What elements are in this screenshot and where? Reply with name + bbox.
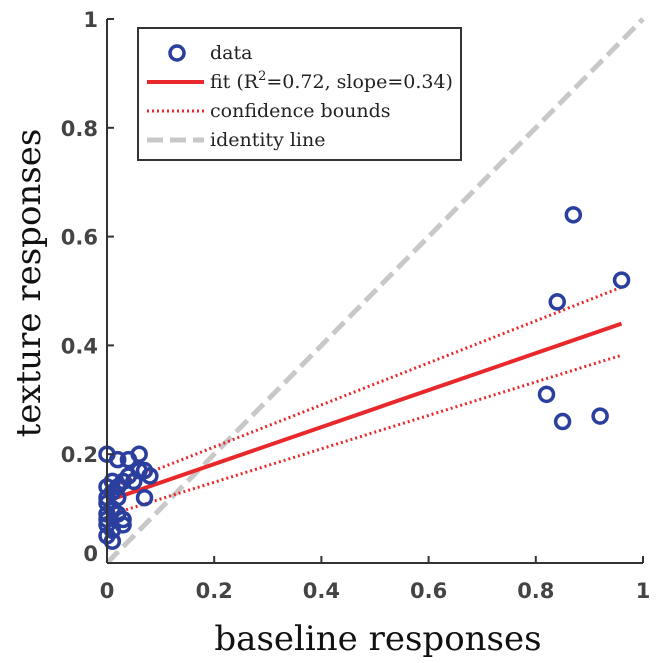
data-point [591,407,609,425]
legend-box [137,27,462,161]
y-tick-label: 0 [83,542,98,566]
y-tick-label: 0.8 [61,117,98,141]
legend-identity-label: identity line [210,129,325,151]
fit-line [106,321,623,503]
confidence-bound-lower [106,353,623,518]
data-point [141,467,159,485]
legend-bounds-label: confidence bounds [210,100,391,122]
axes [106,18,644,564]
data-point [612,271,631,289]
data-point [564,206,583,224]
legend-data-label: data [210,42,252,64]
data-point [114,510,132,529]
data-point [108,450,127,469]
legend: data fit (R2=0.72, slope=0.34) confidenc… [137,27,462,161]
y-tick-label: 1 [83,8,98,32]
y-tick-label: 0.2 [61,443,98,467]
x-tick-label: 0.6 [410,579,447,603]
x-tick-label: 0.8 [517,579,554,603]
y-tick-label: 0.4 [61,334,98,358]
legend-fit-label: fit (R2=0.72, slope=0.34) [210,69,453,93]
data-point [553,412,572,431]
legend-data-marker [168,44,186,62]
y-axis-label: texture responses [9,129,49,438]
x-tick-label: 0.4 [303,579,340,603]
x-tick-label: 0.2 [196,579,233,603]
data-point [130,445,148,463]
data-point [548,293,566,311]
data-point [114,516,132,534]
data-point [135,488,154,507]
x-axis-label: baseline responses [214,619,541,659]
plot-area [98,17,645,565]
data-point [125,472,143,491]
data-point [537,385,556,404]
identity-line [105,17,645,565]
confidence-bound-upper [106,285,623,491]
data-point [103,532,122,550]
tick-labels: 0 0.2 0.4 0.6 0.8 1 0 0.2 0.4 0.6 0.8 1 [61,8,651,603]
x-tick-label: 1 [636,579,651,603]
x-tick-label: 0 [100,579,115,603]
y-tick-label: 0.6 [61,226,98,250]
